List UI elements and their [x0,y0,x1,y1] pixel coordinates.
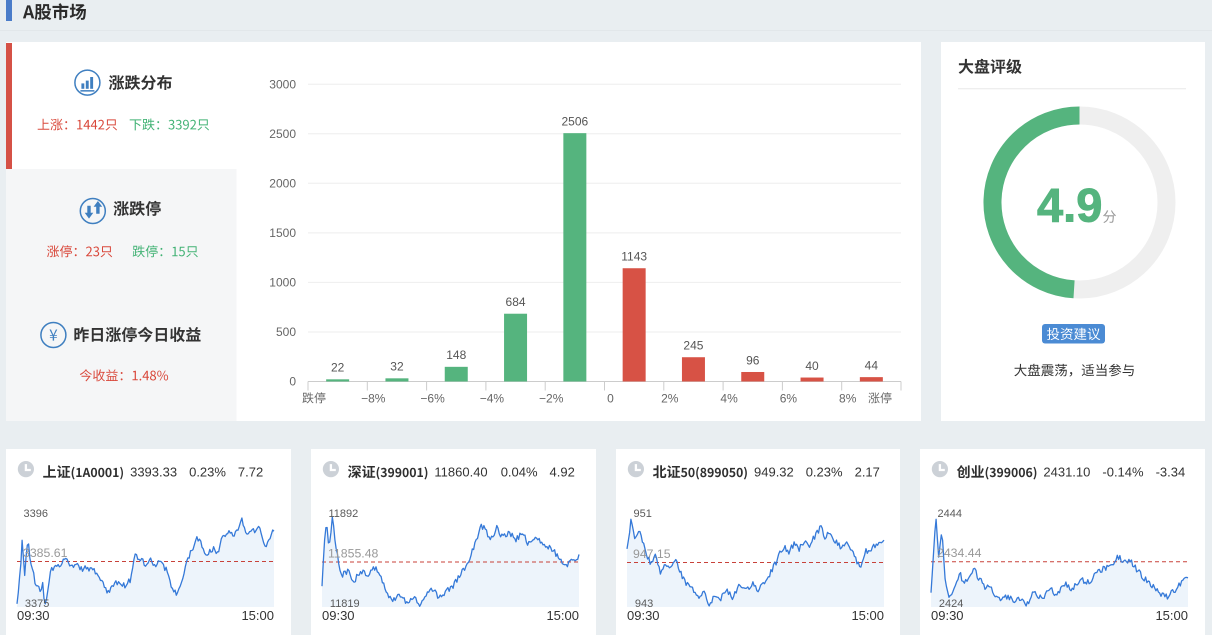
svg-text:-3.34: -3.34 [1156,465,1186,480]
svg-text:8%: 8% [839,391,857,405]
svg-text:15:00: 15:00 [241,608,274,623]
svg-text:943: 943 [634,598,652,610]
svg-text:0.04%: 0.04% [500,465,537,480]
svg-text:148: 148 [446,348,466,362]
svg-text:15:00: 15:00 [1156,608,1189,623]
svg-text:2500: 2500 [269,127,296,141]
svg-text:11860.40: 11860.40 [434,465,487,480]
svg-text:951: 951 [633,508,651,520]
svg-text:2506: 2506 [561,114,588,128]
svg-text:15:00: 15:00 [851,608,884,623]
svg-text:2.17: 2.17 [854,465,879,480]
svg-text:0.23%: 0.23% [189,465,226,480]
svg-text:1143: 1143 [621,250,647,264]
svg-text:2434.44: 2434.44 [937,546,982,560]
svg-text:1000: 1000 [269,276,296,290]
svg-text:6%: 6% [780,391,798,405]
svg-text:4.92: 4.92 [549,465,574,480]
svg-text:09:30: 09:30 [17,608,50,623]
svg-text:0.23%: 0.23% [805,465,842,480]
svg-text:11892: 11892 [328,508,358,520]
svg-text:949.32: 949.32 [754,465,794,480]
svg-text:3385.61: 3385.61 [23,546,68,560]
svg-text:11819: 11819 [330,598,360,610]
svg-text:0: 0 [289,375,296,389]
svg-text:32: 32 [390,360,404,374]
svg-text:3000: 3000 [269,77,296,91]
svg-text:22: 22 [331,361,345,375]
svg-text:40: 40 [805,359,819,373]
svg-text:1500: 1500 [269,226,296,240]
svg-text:500: 500 [276,325,296,339]
svg-text:2444: 2444 [938,508,962,520]
svg-text:3393.33: 3393.33 [130,465,177,480]
svg-text:2424: 2424 [939,598,963,610]
svg-text:-0.14%: -0.14% [1103,465,1145,480]
svg-text:3375: 3375 [25,598,49,610]
svg-text:09:30: 09:30 [627,608,660,623]
svg-text:96: 96 [746,353,760,367]
svg-text:−4%: −4% [480,391,505,405]
svg-text:−6%: −6% [420,391,445,405]
svg-text:245: 245 [683,339,703,353]
svg-text:15:00: 15:00 [546,608,579,623]
svg-text:3396: 3396 [24,508,48,520]
svg-text:7.72: 7.72 [238,465,263,480]
svg-text:11855.48: 11855.48 [328,546,379,560]
svg-text:09:30: 09:30 [931,608,964,623]
svg-text:684: 684 [506,295,526,309]
svg-text:2431.10: 2431.10 [1044,465,1091,480]
svg-text:−8%: −8% [361,391,386,405]
svg-text:09:30: 09:30 [322,608,355,623]
svg-text:2000: 2000 [269,177,296,191]
svg-text:4.9: 4.9 [1037,179,1102,232]
svg-text:44: 44 [865,358,879,372]
svg-text:2%: 2% [661,391,679,405]
svg-text:0: 0 [607,391,614,405]
svg-text:4%: 4% [720,391,738,405]
svg-text:947.15: 947.15 [633,547,671,561]
svg-text:−2%: −2% [539,391,564,405]
